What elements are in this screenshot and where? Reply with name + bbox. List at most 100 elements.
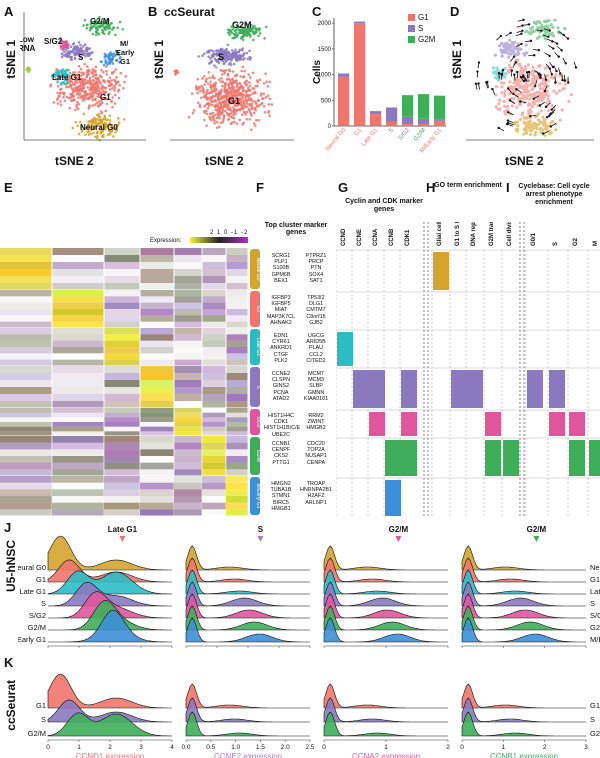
ridge-row-label-left: G1 bbox=[36, 701, 46, 710]
tsne-point bbox=[231, 27, 235, 31]
tsne-point bbox=[205, 112, 209, 116]
tsne-point bbox=[100, 120, 104, 124]
tsne-point bbox=[523, 65, 527, 69]
density-ridge bbox=[323, 581, 448, 607]
heatmap-cell bbox=[0, 387, 52, 394]
tsne-point bbox=[218, 109, 222, 113]
tsne-point bbox=[100, 68, 103, 72]
velocity-arrowhead bbox=[529, 39, 533, 43]
tsne-point bbox=[95, 81, 98, 84]
tsne-point bbox=[97, 86, 101, 90]
tsne-point bbox=[74, 78, 77, 82]
tsne-point bbox=[552, 34, 556, 38]
heatmap-cell bbox=[226, 482, 248, 490]
velocity-arrowhead bbox=[521, 29, 524, 32]
tsne-point bbox=[239, 31, 243, 35]
tsne-point bbox=[554, 73, 558, 77]
bar-segment bbox=[434, 120, 446, 126]
enrichment-cell bbox=[549, 370, 565, 408]
tsne-point bbox=[216, 105, 220, 108]
velocity-arrowhead bbox=[574, 66, 578, 69]
velocity-arrowhead bbox=[538, 72, 541, 75]
tsne-point bbox=[78, 92, 82, 95]
panel-label-k: K bbox=[4, 655, 14, 670]
heatmap-cell bbox=[104, 489, 140, 496]
tsne-point bbox=[86, 86, 90, 89]
tsne-point bbox=[250, 105, 254, 108]
heatmap-cell bbox=[226, 387, 248, 394]
cluster-label: S bbox=[218, 52, 224, 62]
velocity-arrowhead bbox=[563, 79, 566, 82]
tsne-point bbox=[545, 89, 549, 93]
heatmap-cell bbox=[104, 262, 140, 269]
tsne-point bbox=[76, 101, 79, 104]
x-tick-label: 0 bbox=[46, 744, 50, 751]
tsne-point bbox=[244, 91, 248, 94]
tsne-point bbox=[256, 84, 259, 88]
heatmap-cell bbox=[0, 296, 52, 302]
tsne-point bbox=[567, 99, 571, 104]
tsne-point bbox=[558, 81, 562, 85]
tsne-point bbox=[92, 79, 95, 83]
heatmap-cell bbox=[0, 476, 52, 483]
heatmap-cell bbox=[140, 431, 174, 436]
tsne-point bbox=[116, 89, 120, 93]
tsne-point bbox=[235, 31, 238, 34]
tsne-point bbox=[90, 81, 93, 85]
heatmap-cell bbox=[226, 456, 248, 463]
ridge-row-label-left: S bbox=[41, 599, 46, 608]
heatmap-cell bbox=[52, 334, 104, 341]
tsne-point bbox=[235, 122, 239, 125]
tsne-point bbox=[75, 105, 78, 109]
tsne-point bbox=[201, 54, 204, 57]
heatmap-cell bbox=[104, 276, 140, 283]
tsne-point bbox=[235, 79, 238, 82]
tsne-point bbox=[209, 57, 212, 60]
tsne-point bbox=[242, 52, 246, 56]
velocity-arrowhead bbox=[549, 125, 553, 128]
density-ridge bbox=[461, 545, 586, 571]
tsne-point bbox=[258, 103, 262, 107]
tsne-point bbox=[113, 93, 117, 97]
tsne-point bbox=[114, 82, 118, 86]
tsne-point bbox=[110, 59, 113, 63]
tsne-point bbox=[228, 57, 232, 61]
heatmap-cell bbox=[104, 408, 140, 413]
tsne-point bbox=[79, 48, 83, 52]
heatmap-cell bbox=[226, 412, 248, 418]
velocity-arrowhead bbox=[485, 81, 488, 84]
panel-label-g: G bbox=[338, 180, 349, 195]
heatmap-cell bbox=[52, 489, 104, 496]
tsne-point bbox=[515, 83, 519, 88]
bar-segment bbox=[370, 111, 382, 115]
heatmap-cell bbox=[0, 469, 52, 476]
heatmap-cell bbox=[52, 417, 104, 422]
tsne-point bbox=[226, 107, 230, 111]
tsne-point bbox=[229, 89, 233, 92]
tsne-point bbox=[245, 79, 249, 83]
tsne-point bbox=[103, 121, 107, 125]
tsne-point bbox=[234, 58, 238, 61]
velocity-arrowhead bbox=[499, 34, 503, 38]
tsne-point bbox=[59, 36, 62, 40]
velocity-arrowhead bbox=[507, 111, 510, 114]
tsne-point bbox=[499, 81, 504, 85]
tsne-point bbox=[118, 57, 122, 60]
density-ridge bbox=[323, 683, 448, 709]
tsne-point bbox=[239, 29, 242, 32]
tsne-point bbox=[250, 128, 253, 132]
tsne-point bbox=[104, 127, 107, 131]
tsne-point bbox=[77, 70, 81, 74]
tsne-point bbox=[546, 65, 550, 69]
legend-swatch bbox=[408, 14, 415, 21]
tsne-point bbox=[83, 62, 86, 66]
tsne-point bbox=[540, 23, 544, 28]
tsne-point bbox=[225, 97, 229, 101]
tsne-point bbox=[98, 74, 102, 78]
tsne-point bbox=[89, 87, 93, 91]
tsne-point bbox=[254, 91, 257, 95]
tsne-point bbox=[202, 74, 206, 78]
heatmap-cell bbox=[52, 449, 104, 456]
marker-genes-right: PTPRZ1 PRCP PTN SOX4 SAT1 bbox=[305, 253, 327, 284]
column-header: CCNB bbox=[389, 228, 395, 246]
